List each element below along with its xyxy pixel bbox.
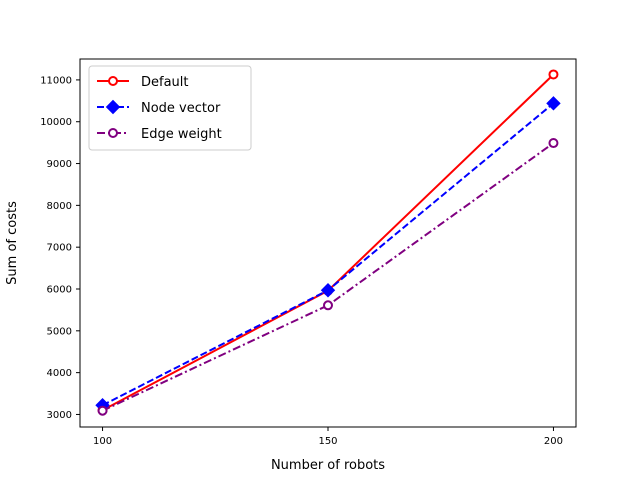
series-edge-weight	[97, 138, 559, 416]
legend-label: Node vector	[141, 101, 221, 116]
y-tick-label: 11000	[40, 75, 72, 86]
y-axis-label: Sum of costs	[5, 201, 20, 285]
legend-box	[88, 65, 252, 151]
legend-item: Edge weight	[97, 127, 222, 142]
x-axis-label: Number of robots	[271, 458, 385, 473]
y-tick-label: 5000	[47, 326, 72, 337]
y-tick-label: 7000	[47, 243, 72, 254]
data-point	[548, 138, 559, 149]
y-tick-label: 8000	[47, 201, 72, 212]
data-point	[323, 300, 333, 311]
x-axis: 100 150 200	[93, 427, 563, 447]
data-point	[546, 96, 561, 111]
legend-marker	[108, 76, 118, 86]
legend-label: Edge weight	[141, 127, 222, 142]
legend-item: Node vector	[97, 99, 221, 116]
y-axis: 3000 4000 5000 6000 7000 8000 9000 10000 11000	[40, 75, 80, 421]
y-tick-label: 3000	[47, 410, 72, 421]
legend-marker	[105, 99, 121, 115]
legend: Default Node vector Edge weight	[88, 65, 252, 151]
y-tick-label: 10000	[40, 117, 72, 128]
series-layer	[95, 69, 561, 416]
series-line	[102, 142, 555, 412]
legend-marker	[108, 128, 118, 138]
x-tick-label: 150	[318, 436, 337, 447]
x-tick-label: 100	[93, 436, 112, 447]
legend-label: Default	[141, 75, 189, 90]
data-point	[320, 283, 336, 298]
y-tick-label: 6000	[47, 285, 72, 296]
x-tick-label: 200	[544, 436, 563, 447]
legend-item: Default	[97, 75, 189, 90]
data-point	[548, 69, 559, 80]
y-tick-label: 4000	[47, 368, 72, 379]
data-point	[97, 405, 108, 416]
y-tick-label: 9000	[47, 159, 72, 170]
